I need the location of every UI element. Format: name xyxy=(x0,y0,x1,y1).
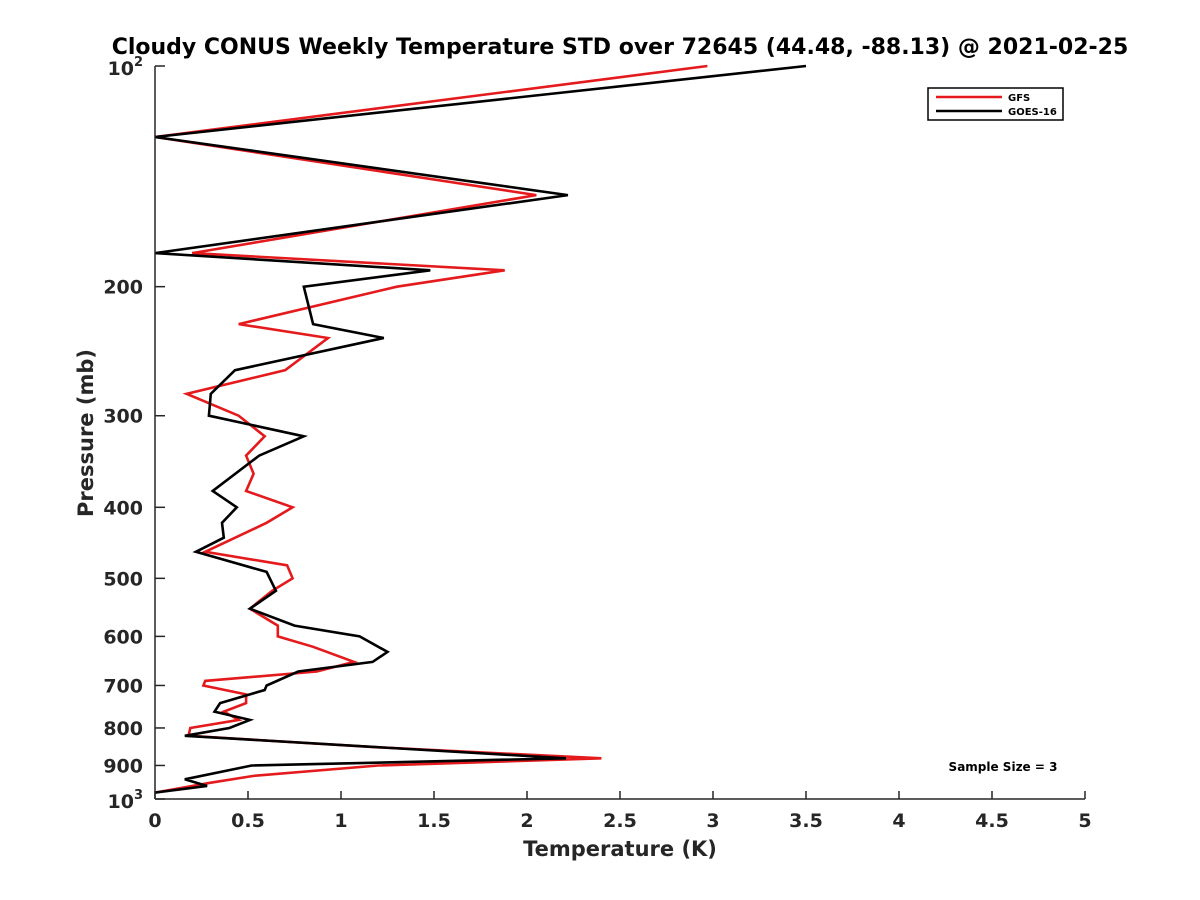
y-tick-label: 300 xyxy=(103,406,143,428)
chart-title: Cloudy CONUS Weekly Temperature STD over… xyxy=(112,35,1129,60)
x-tick-label: 5 xyxy=(1078,810,1091,832)
x-tick-label: 0 xyxy=(148,810,161,832)
legend-box xyxy=(927,87,1064,121)
y-tick-label-decade: 102 xyxy=(108,55,144,80)
x-tick-label: 4.5 xyxy=(975,810,1009,832)
x-tick-label: 3 xyxy=(706,810,719,832)
x-tick-label: 2.5 xyxy=(603,810,637,832)
x-axis-label: Temperature (K) xyxy=(523,837,717,861)
y-tick-label: 900 xyxy=(103,755,143,777)
series-line-gfs xyxy=(154,64,708,794)
y-tick-label-decade: 103 xyxy=(108,788,144,813)
legend: GFS GOES-16 xyxy=(927,87,1064,121)
series-line-goes-16 xyxy=(154,64,807,794)
y-tick-label: 200 xyxy=(103,277,143,299)
y-tick-label: 700 xyxy=(103,675,143,697)
x-tick-label: 0.5 xyxy=(231,810,265,832)
legend-label: GFS xyxy=(1008,93,1030,104)
y-axis-label: Pressure (mb) xyxy=(74,349,98,517)
x-axis-ticks: 0 0.5 1 1.5 2 2.5 3 3.5 4 4.5 5 xyxy=(148,791,1092,832)
x-tick-label: 4 xyxy=(892,810,905,832)
x-tick-label: 2 xyxy=(520,810,533,832)
x-tick-label: 1 xyxy=(334,810,347,832)
y-tick-label: 800 xyxy=(103,718,143,740)
y-tick-label: 400 xyxy=(103,497,143,519)
y-tick-label: 600 xyxy=(103,626,143,648)
series-layer xyxy=(154,64,807,794)
x-tick-label: 1.5 xyxy=(417,810,451,832)
x-tick-label: 3.5 xyxy=(789,810,823,832)
y-axis-ticks: 200 300 400 500 600 700 800 900 102 103 xyxy=(103,55,165,813)
y-tick-label: 500 xyxy=(103,568,143,590)
legend-label: GOES-16 xyxy=(1008,107,1057,118)
sample-size-annotation: Sample Size = 3 xyxy=(949,760,1058,774)
